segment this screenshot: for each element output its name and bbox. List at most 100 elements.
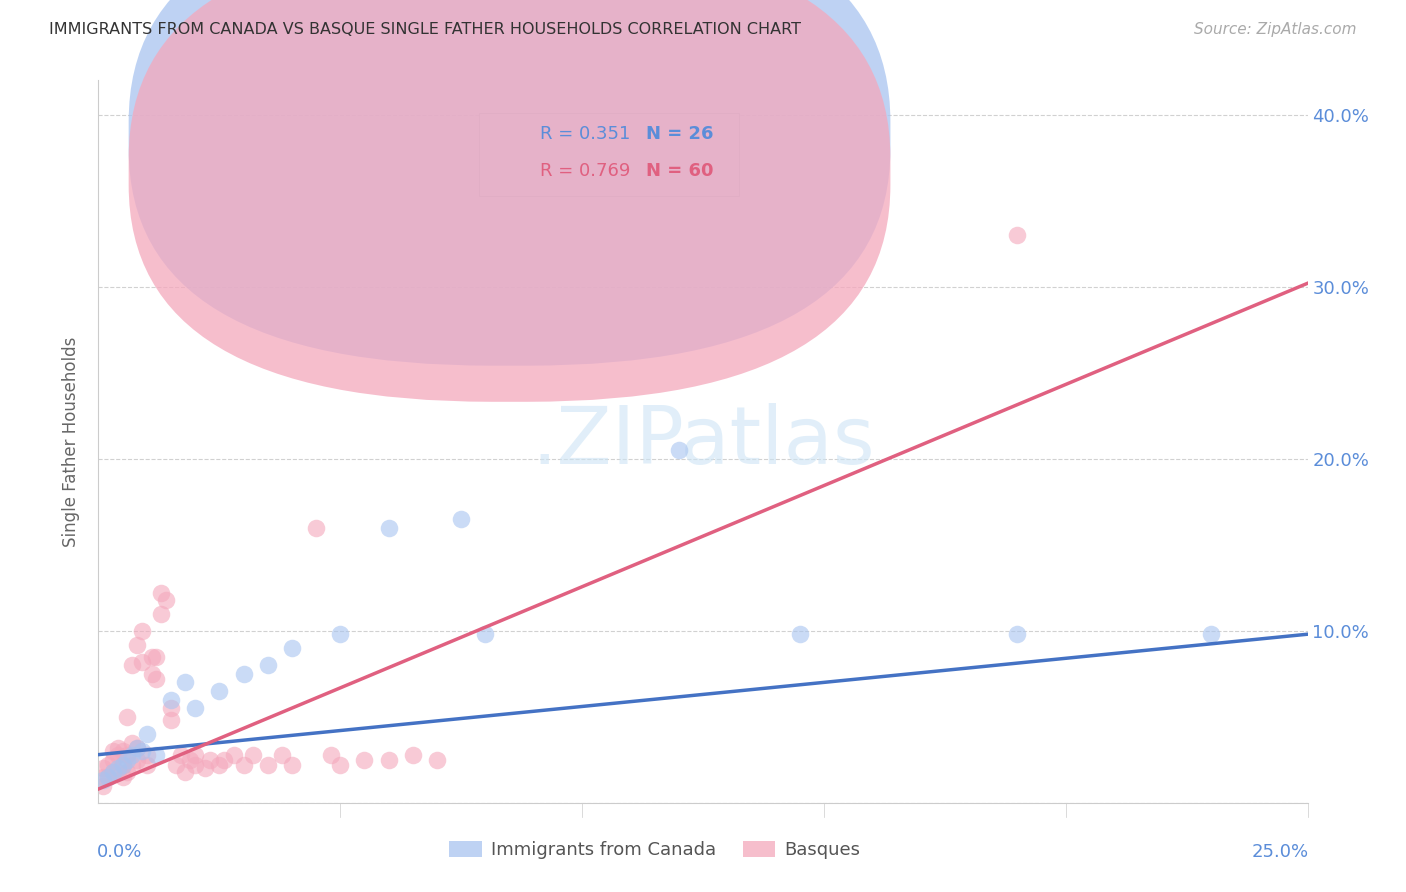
- Point: [145, 649, 167, 664]
- Point: [242, 747, 264, 762]
- Point: [208, 684, 231, 698]
- Point: [111, 744, 134, 758]
- Point: [179, 753, 201, 767]
- Point: [127, 753, 149, 767]
- Point: [141, 649, 163, 664]
- Point: [91, 779, 114, 793]
- Point: [319, 747, 342, 762]
- Text: .ZIPatlas: .ZIPatlas: [531, 402, 875, 481]
- Point: [117, 747, 139, 762]
- Point: [117, 710, 139, 724]
- Point: [117, 764, 139, 779]
- Text: N = 60: N = 60: [647, 161, 714, 179]
- Point: [426, 753, 449, 767]
- Point: [155, 592, 177, 607]
- Point: [184, 701, 207, 715]
- Point: [135, 758, 157, 772]
- Point: [127, 638, 149, 652]
- FancyBboxPatch shape: [129, 0, 890, 401]
- Point: [668, 443, 690, 458]
- Point: [232, 666, 254, 681]
- Point: [101, 744, 124, 758]
- Point: [150, 607, 173, 621]
- Point: [281, 640, 304, 655]
- Point: [160, 701, 183, 715]
- Point: [121, 658, 143, 673]
- Point: [91, 773, 114, 788]
- Point: [135, 747, 157, 762]
- Point: [107, 740, 129, 755]
- Point: [135, 727, 157, 741]
- Point: [474, 627, 496, 641]
- Point: [127, 740, 149, 755]
- Point: [97, 758, 120, 772]
- Text: R = 0.769: R = 0.769: [540, 161, 630, 179]
- Legend: Immigrants from Canada, Basques: Immigrants from Canada, Basques: [441, 833, 868, 866]
- Text: IMMIGRANTS FROM CANADA VS BASQUE SINGLE FATHER HOUSEHOLDS CORRELATION CHART: IMMIGRANTS FROM CANADA VS BASQUE SINGLE …: [49, 22, 801, 37]
- Point: [131, 624, 153, 638]
- Point: [107, 761, 129, 775]
- Point: [377, 753, 399, 767]
- Point: [117, 753, 139, 767]
- Point: [121, 735, 143, 749]
- Point: [141, 666, 163, 681]
- Point: [353, 753, 375, 767]
- Point: [377, 520, 399, 534]
- Point: [97, 770, 120, 784]
- Point: [222, 747, 245, 762]
- Point: [329, 758, 352, 772]
- Point: [271, 747, 294, 762]
- Point: [107, 764, 129, 779]
- Point: [194, 761, 217, 775]
- FancyBboxPatch shape: [479, 112, 740, 196]
- Point: [184, 747, 207, 762]
- Text: N = 26: N = 26: [647, 126, 714, 144]
- Point: [111, 758, 134, 772]
- Point: [131, 655, 153, 669]
- Point: [165, 758, 187, 772]
- Point: [402, 747, 425, 762]
- Point: [169, 747, 191, 762]
- Point: [256, 758, 278, 772]
- Point: [305, 520, 328, 534]
- Point: [121, 747, 143, 762]
- Point: [1007, 228, 1029, 243]
- Text: R = 0.351: R = 0.351: [540, 126, 630, 144]
- Point: [101, 764, 124, 779]
- Point: [174, 675, 197, 690]
- Point: [208, 758, 231, 772]
- Point: [450, 512, 472, 526]
- Text: 0.0%: 0.0%: [97, 843, 142, 861]
- Point: [184, 758, 207, 772]
- Point: [1199, 627, 1222, 641]
- Text: Source: ZipAtlas.com: Source: ZipAtlas.com: [1194, 22, 1357, 37]
- Point: [256, 658, 278, 673]
- Point: [1007, 627, 1029, 641]
- Point: [145, 672, 167, 686]
- Point: [97, 770, 120, 784]
- Point: [127, 740, 149, 755]
- Point: [232, 758, 254, 772]
- Point: [160, 692, 183, 706]
- Point: [160, 713, 183, 727]
- Point: [174, 764, 197, 779]
- Text: 25.0%: 25.0%: [1251, 843, 1309, 861]
- Point: [329, 627, 352, 641]
- FancyBboxPatch shape: [129, 0, 890, 366]
- Point: [101, 753, 124, 767]
- Point: [198, 753, 221, 767]
- Point: [91, 761, 114, 775]
- Point: [111, 770, 134, 784]
- Point: [131, 744, 153, 758]
- Point: [101, 764, 124, 779]
- Point: [145, 747, 167, 762]
- Point: [281, 758, 304, 772]
- Point: [121, 758, 143, 772]
- Point: [91, 770, 114, 784]
- Point: [212, 753, 235, 767]
- Point: [789, 627, 811, 641]
- Point: [150, 586, 173, 600]
- Point: [107, 747, 129, 762]
- Point: [111, 758, 134, 772]
- Y-axis label: Single Father Households: Single Father Households: [62, 336, 80, 547]
